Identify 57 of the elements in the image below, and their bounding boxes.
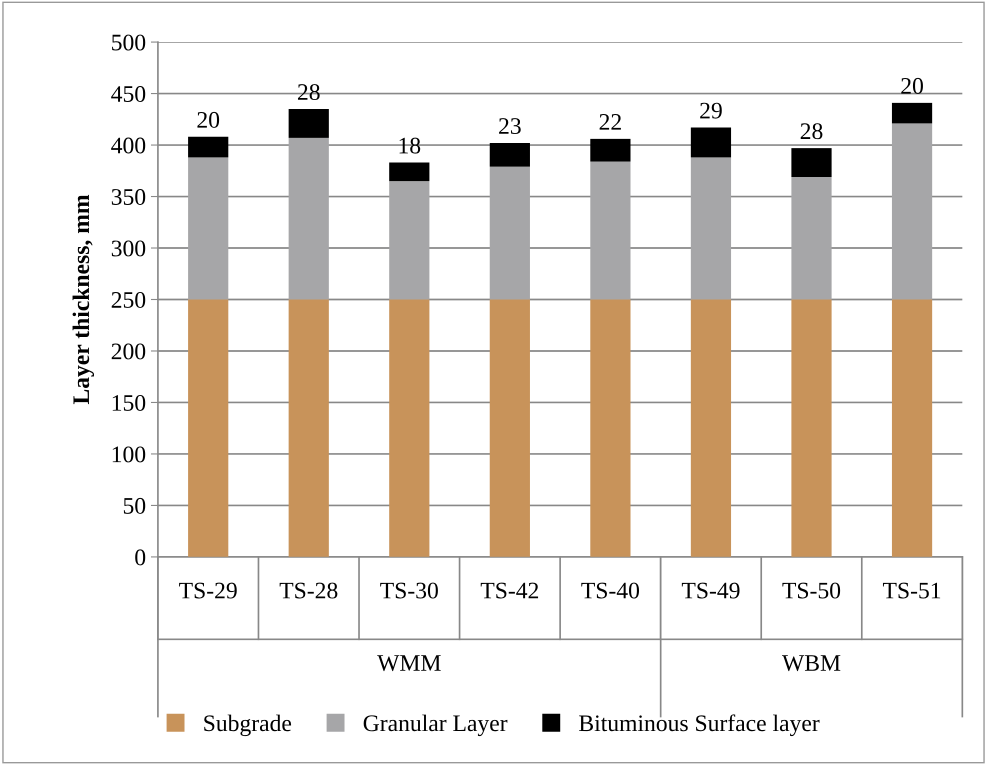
y-tick-label: 300 [112,240,146,256]
bar [389,181,430,300]
bar [188,300,228,557]
bar [490,166,530,300]
legend-label: Bituminous Surface layer [579,714,820,736]
y-tick-label: 400 [111,138,146,154]
y-tick-label: 200 [112,343,146,360]
y-tick-label: 100 [112,446,146,462]
data-label: 20 [901,78,923,94]
bar [690,128,732,158]
x-tick-label: TS-30 [380,582,438,599]
bar [590,138,631,162]
y-tick-label: 500 [112,34,146,50]
bar [590,300,631,557]
x-tick-label: TS-50 [782,582,840,599]
x-tick-label: TS-42 [480,582,538,599]
y-tick-label: 150 [112,394,146,411]
x-tick-label: TS-40 [581,582,640,599]
bar [791,148,832,177]
bar [288,300,329,557]
data-label: 28 [298,84,320,100]
bar [791,300,832,557]
data-label: 28 [800,123,822,140]
bar [288,109,329,138]
bar [690,157,732,300]
x-tick-label: TS-28 [280,582,338,599]
bar [188,157,228,300]
bar [288,138,329,300]
text: WMM [377,655,441,672]
bar [791,176,832,300]
bar [389,300,430,557]
y-tick-label: 250 [112,292,146,308]
data-label: 29 [700,102,722,119]
data-label: 23 [499,118,521,134]
y-tick-label: 350 [112,189,146,205]
bar [892,102,932,124]
bar [389,162,430,182]
bar [490,300,530,557]
bar [690,300,732,557]
y-tick-label: 50 [124,498,146,514]
text: WBM [782,655,840,672]
y-axis-title: Layer thickness, mm [72,194,94,404]
data-label: 22 [600,114,621,130]
x-tick-label: TS-51 [882,582,940,599]
legend-label: Granular Layer [364,714,508,736]
y-tick-label: 450 [111,86,146,102]
bar [892,300,932,557]
data-label: 20 [197,112,220,128]
legend-label: Subgrade [204,714,292,736]
y-tick-label: 0 [135,549,146,566]
bar [590,162,631,300]
bar [490,142,530,167]
x-tick-label: TS-29 [179,582,237,599]
x-tick-label: TS-49 [682,582,740,599]
data-label: 18 [400,138,420,154]
bar [892,123,932,300]
bar [188,136,228,158]
